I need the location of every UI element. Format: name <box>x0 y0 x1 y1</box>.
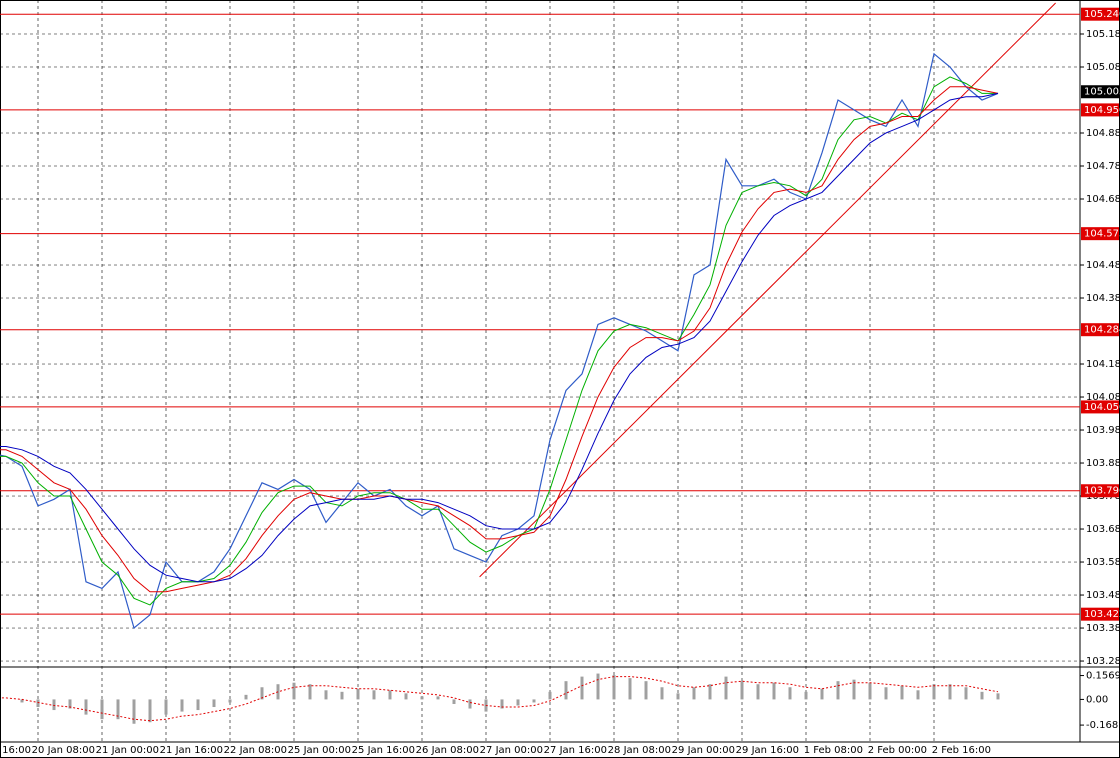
current-price-label: 105.005 <box>1084 87 1120 98</box>
series-line <box>0 676 999 722</box>
level-label-box <box>1081 607 1119 621</box>
y-tick-label: 0.1569 <box>1086 671 1120 682</box>
x-tick-label: 20 Jan 08:00 <box>32 745 95 756</box>
y-tick-label: 103.280 <box>1086 656 1120 667</box>
x-tick-label: 27 Jan 00:00 <box>480 745 543 756</box>
y-tick-label: 104.480 <box>1086 260 1120 271</box>
y-tick-label: 104.180 <box>1086 359 1120 370</box>
y-tick-label: 103.980 <box>1086 425 1120 436</box>
y-tick-label: 103.880 <box>1086 458 1120 469</box>
y-tick-label: 103.480 <box>1086 590 1120 601</box>
y-tick-label: 103.680 <box>1086 524 1120 535</box>
series-line <box>0 92 999 583</box>
x-tick-label: 29 Jan 16:00 <box>736 745 799 756</box>
x-tick-label: 2 Feb 00:00 <box>868 745 927 756</box>
trend-line <box>479 2 1056 578</box>
x-tick-label: 21 Jan 00:00 <box>96 745 159 756</box>
level-label-box <box>1081 227 1119 241</box>
y-tick-label: -0.1688 <box>1086 720 1120 731</box>
series-line <box>0 52 999 630</box>
x-tick-label: 27 Jan 16:00 <box>544 745 607 756</box>
x-tick-label: 22 Jan 08:00 <box>224 745 287 756</box>
x-tick-label: 26 Jan 08:00 <box>416 745 479 756</box>
y-tick-label: 104.880 <box>1086 128 1120 139</box>
level-label-box <box>1081 7 1119 21</box>
y-tick-label: 104.080 <box>1086 392 1120 403</box>
y-tick-label: 104.380 <box>1086 293 1120 304</box>
x-tick-label: 28 Jan 08:00 <box>608 745 671 756</box>
level-label: 104.284 <box>1084 325 1120 336</box>
y-tick-label: 103.580 <box>1086 557 1120 568</box>
level-label: 104.050 <box>1084 402 1120 413</box>
y-tick-label: 104.680 <box>1086 194 1120 205</box>
level-label: 103.422 <box>1084 609 1120 620</box>
level-label-box <box>1081 400 1119 414</box>
level-label: 105.240 <box>1084 9 1120 20</box>
y-tick-label: 103.380 <box>1086 623 1120 634</box>
x-tick-label: 25 Jan 16:00 <box>352 745 415 756</box>
level-label: 103.796 <box>1084 486 1120 497</box>
y-tick-label: 105.080 <box>1086 62 1120 73</box>
y-tick-label: 0.00 <box>1086 694 1108 705</box>
x-tick-label: 25 Jan 00:00 <box>288 745 351 756</box>
current-price-box <box>1081 85 1119 99</box>
series-line <box>0 86 999 593</box>
y-tick-label: 104.780 <box>1086 161 1120 172</box>
x-tick-label: 2 Feb 16:00 <box>932 745 991 756</box>
level-label-box <box>1081 484 1119 498</box>
x-tick-label: 1 Feb 08:00 <box>804 745 863 756</box>
x-tick-label: n 16:00 <box>0 745 31 756</box>
x-tick-label: 21 Jan 16:00 <box>160 745 223 756</box>
level-label: 104.575 <box>1084 229 1120 240</box>
x-tick-label: 29 Jan 00:00 <box>672 745 735 756</box>
series-line <box>0 76 998 606</box>
level-label: 104.950 <box>1084 105 1120 116</box>
level-label-box <box>1081 323 1119 337</box>
level-label-box <box>1081 103 1119 117</box>
y-tick-label: 105.180 <box>1086 29 1120 40</box>
